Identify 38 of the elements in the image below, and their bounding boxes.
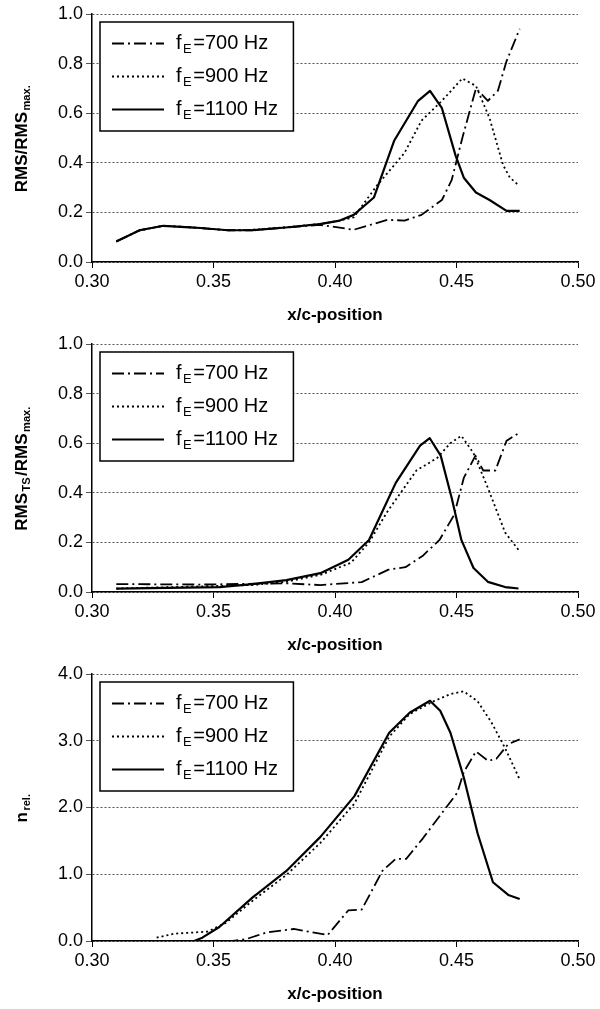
y-tick-label: 4.0 — [57, 662, 83, 683]
x-tick-label: 0.35 — [195, 949, 232, 970]
x-tick-label: 0.35 — [195, 270, 232, 291]
x-tick-label: 0.45 — [438, 270, 475, 291]
x-tick-label: 0.45 — [438, 949, 475, 970]
x-tick-label: 0.50 — [560, 949, 596, 970]
x-axis-title: x/c-position — [287, 305, 383, 325]
y-tick-label: 1.0 — [57, 2, 83, 23]
y-tick-label: 0.0 — [57, 929, 83, 950]
y-tick-label: 0.6 — [57, 432, 83, 453]
x-tick-label: 0.40 — [317, 270, 353, 291]
x-tick-label: 0.40 — [317, 949, 353, 970]
x-tick-label: 0.30 — [74, 270, 110, 291]
y-tick-label: 0.2 — [57, 201, 83, 222]
y-tick-label: 0.4 — [57, 481, 83, 502]
x-tick-label: 0.40 — [317, 600, 353, 621]
x-tick-label: 0.50 — [560, 270, 596, 291]
y-tick-label: 3.0 — [57, 729, 83, 750]
x-axis-title: x/c-position — [287, 635, 383, 655]
x-tick-label: 0.30 — [74, 949, 110, 970]
x-axis-title: x/c-position — [287, 984, 383, 1004]
y-tick-label: 1.0 — [57, 332, 83, 353]
x-tick-label: 0.50 — [560, 600, 596, 621]
x-tick-label: 0.30 — [74, 600, 110, 621]
y-tick-label: 1.0 — [57, 863, 83, 884]
y-axis-title: RMS/RMSmax. — [11, 85, 33, 193]
y-tick-label: 0.8 — [57, 52, 83, 73]
y-axis-title: nrel. — [11, 794, 33, 823]
x-tick-label: 0.35 — [195, 600, 232, 621]
y-tick-label: 0.4 — [57, 151, 83, 172]
x-tick-label: 0.45 — [438, 600, 475, 621]
y-tick-label: 0.2 — [57, 531, 83, 552]
y-tick-label: 0.8 — [57, 382, 83, 403]
y-tick-label: 0.6 — [57, 102, 83, 123]
y-tick-label: 0.0 — [57, 580, 83, 601]
y-tick-label: 0.0 — [57, 250, 83, 271]
y-axis-title: RMSTS/RMSmax. — [11, 406, 33, 531]
y-tick-label: 2.0 — [57, 796, 83, 817]
